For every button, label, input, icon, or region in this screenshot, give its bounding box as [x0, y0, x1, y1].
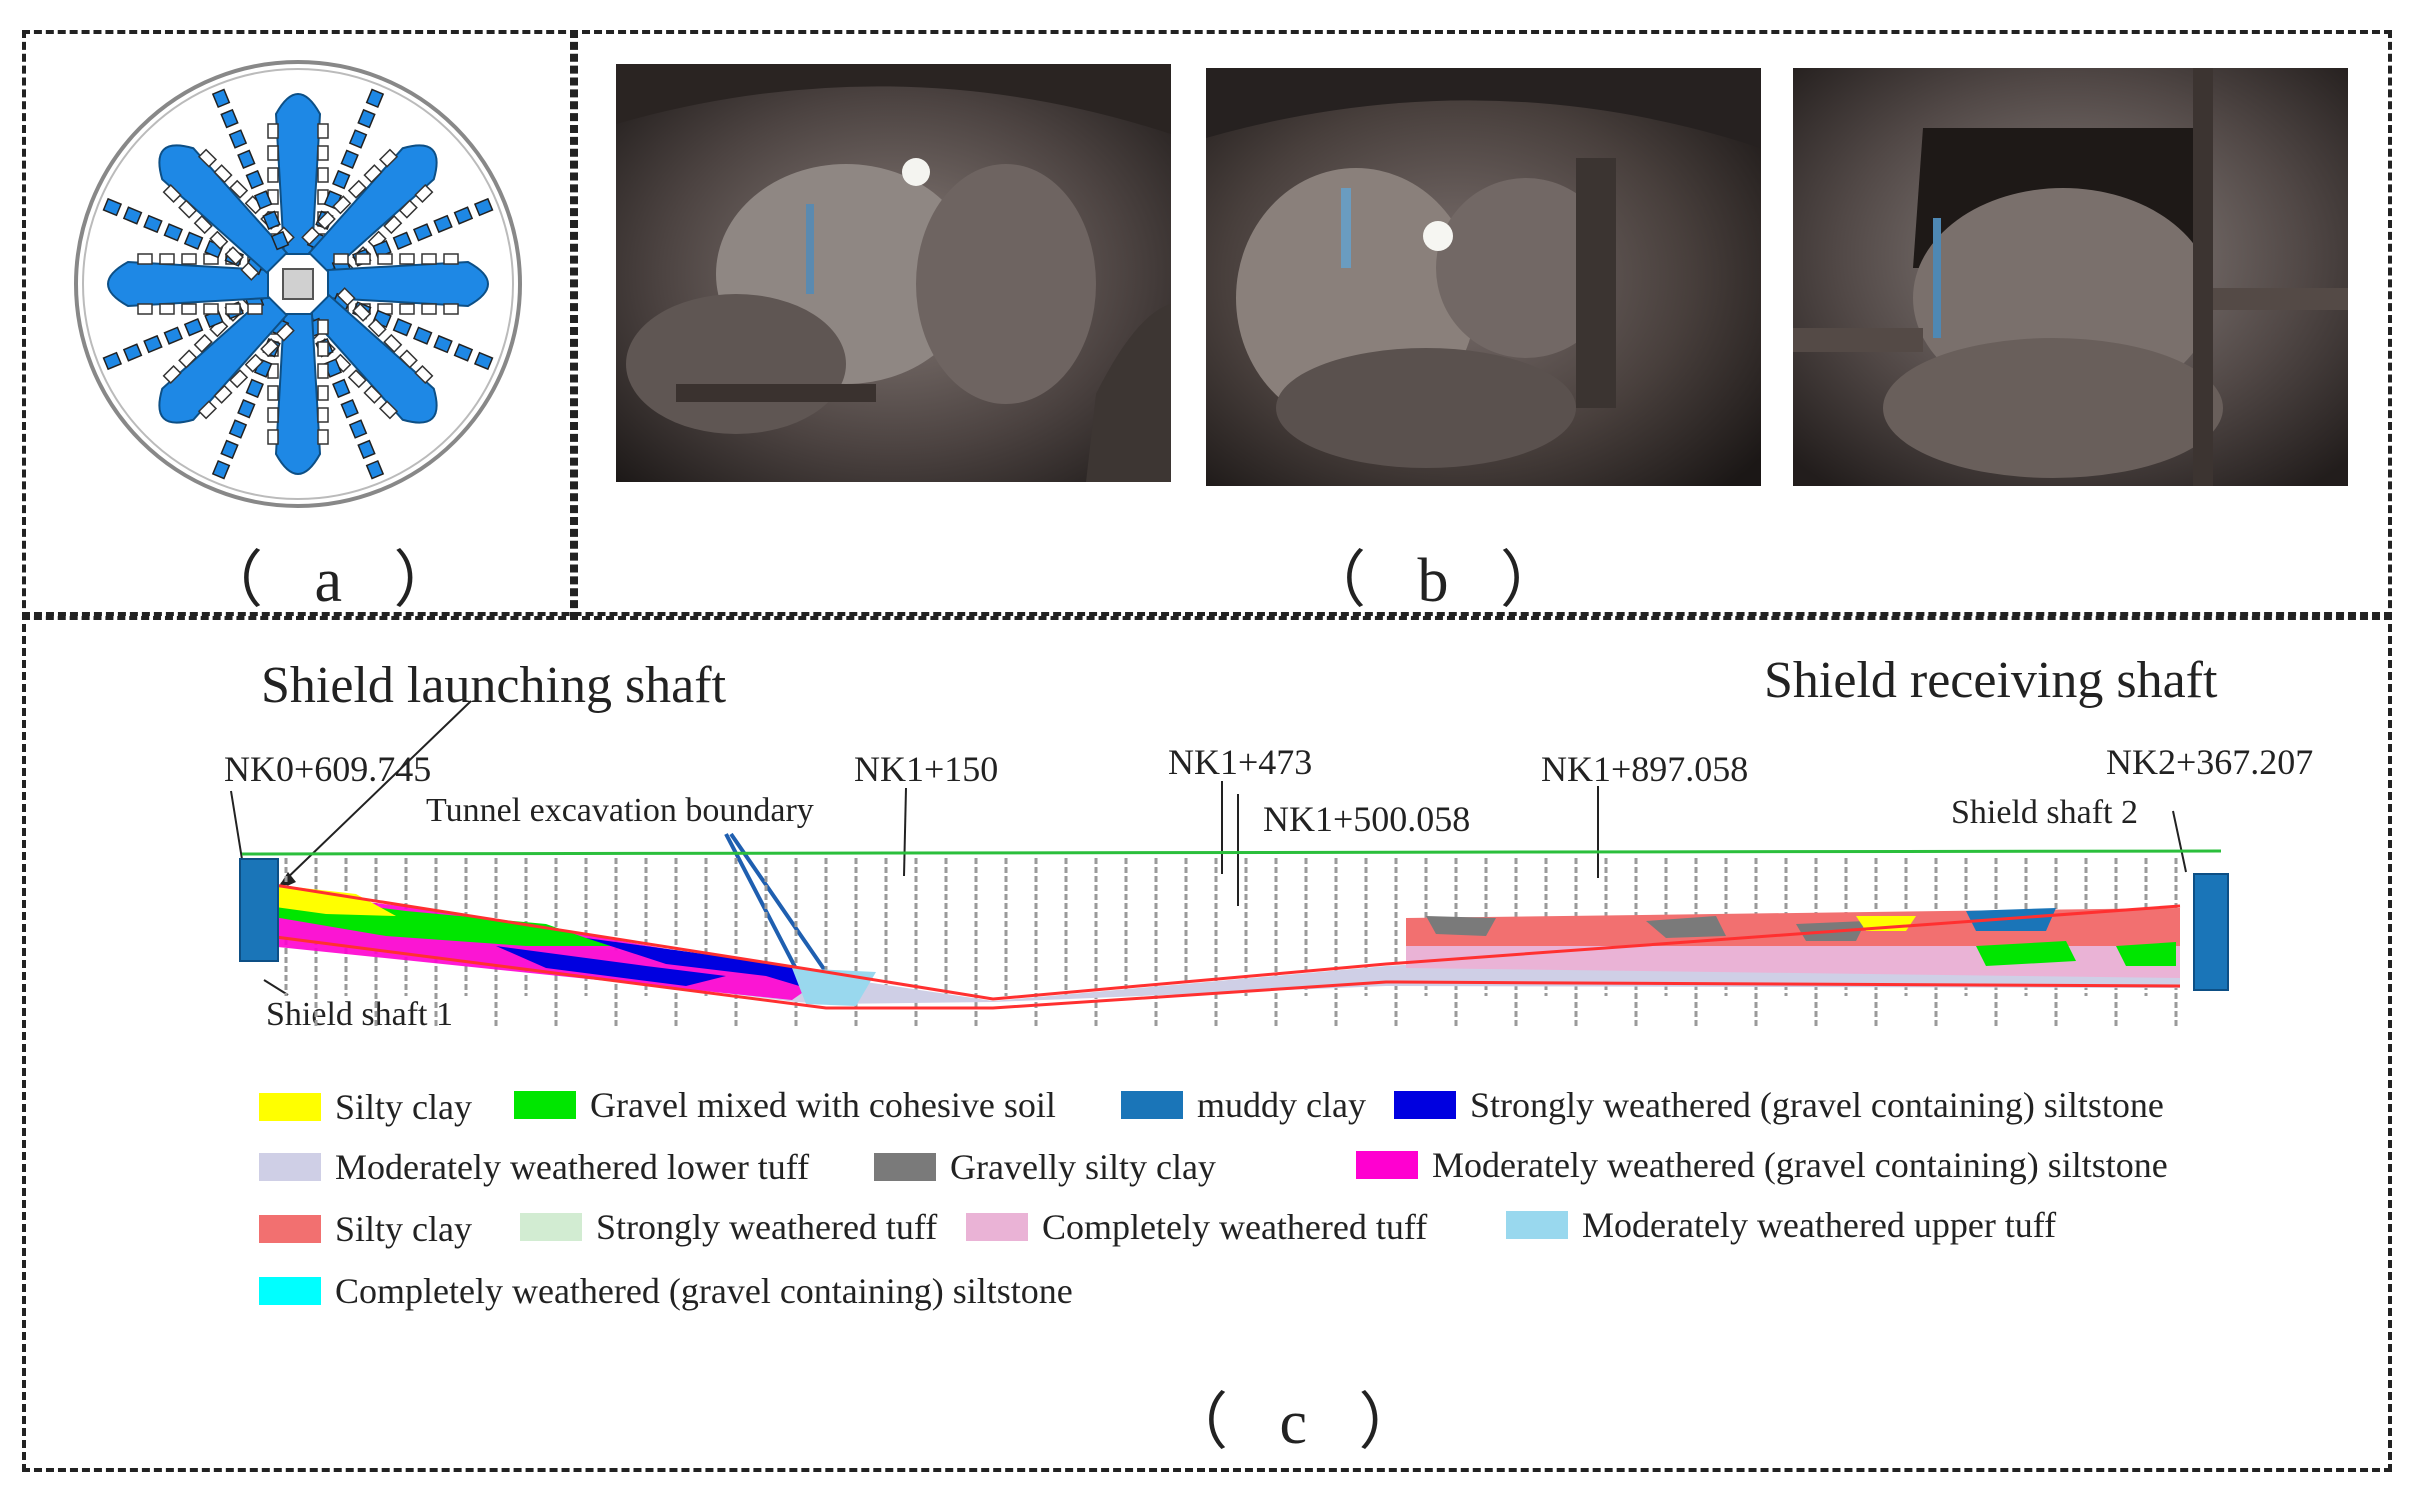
legend-label: Moderately weathered lower tuff	[335, 1147, 810, 1187]
launching-shaft-title: Shield launching shaft	[261, 657, 727, 714]
legend-label: Moderately weathered (gravel containing)…	[1432, 1145, 2168, 1185]
legend-item: Gravel mixed with cohesive soil	[514, 1084, 1056, 1126]
legend-swatch	[1121, 1091, 1183, 1119]
legend-swatch	[520, 1213, 582, 1241]
legend-label: Completely weathered tuff	[1042, 1207, 1428, 1247]
panel-a: （ a ）	[22, 30, 578, 620]
shield-shaft-1-label: Shield shaft 1	[266, 996, 453, 1033]
excavation-photo-1	[616, 64, 1171, 482]
station-nk0-609: NK0+609.745	[224, 749, 432, 789]
legend-label: Silty clay	[335, 1209, 472, 1249]
legend-item: Moderately weathered (gravel containing)…	[1356, 1144, 2168, 1186]
legend-swatch	[259, 1153, 321, 1181]
receiving-shaft-title: Shield receiving shaft	[1764, 652, 2218, 709]
station-nk1-473: NK1+473	[1168, 742, 1313, 782]
legend-swatch	[259, 1277, 321, 1305]
legend-swatch	[1506, 1211, 1568, 1239]
legend-swatch	[1356, 1151, 1418, 1179]
legend-swatch	[966, 1213, 1028, 1241]
excavation-photo-3	[1793, 68, 2348, 486]
legend-label: Moderately weathered upper tuff	[1582, 1205, 2057, 1245]
panel-a-label: （ a ）	[201, 547, 474, 615]
panel-c: Shield launching shaft Shield receiving …	[22, 612, 2392, 1472]
legend-item: Completely weathered (gravel containing)…	[259, 1270, 1073, 1312]
excavation-photo-2	[1206, 68, 1761, 486]
panel-b-label: （ b ）	[1304, 547, 1581, 615]
legend-label: Completely weathered (gravel containing)…	[335, 1271, 1073, 1311]
legend-item: muddy clay	[1121, 1084, 1366, 1126]
legend-label: Strongly weathered tuff	[596, 1207, 938, 1247]
shield-shaft-2	[2193, 873, 2229, 991]
shield-shaft-1	[239, 858, 279, 962]
legend-label: Silty clay	[335, 1087, 472, 1127]
legend-label: muddy clay	[1197, 1085, 1366, 1125]
legend-swatch	[259, 1093, 321, 1121]
legend-item: Moderately weathered upper tuff	[1506, 1204, 2056, 1246]
panel-b: （ b ）	[570, 30, 2392, 620]
station-nk1-500: NK1+500.058	[1263, 799, 1471, 839]
legend-label: Gravelly silty clay	[950, 1147, 1216, 1187]
cutter-spoke	[267, 313, 329, 475]
legend-item: Strongly weathered tuff	[520, 1206, 937, 1248]
panel-c-label: （ c ）	[1166, 1389, 1439, 1457]
legend-swatch	[259, 1215, 321, 1243]
station-nk2-367: NK2+367.207	[2106, 742, 2314, 782]
legend-item: Silty clay	[259, 1086, 472, 1128]
legend-item: Completely weathered tuff	[966, 1206, 1427, 1248]
legend-item: Silty clay	[259, 1208, 472, 1250]
legend-item: Moderately weathered lower tuff	[259, 1146, 809, 1188]
legend-item: Gravelly silty clay	[874, 1146, 1216, 1188]
legend-swatch	[1394, 1091, 1456, 1119]
cutterhead-diagram	[74, 60, 522, 508]
shield-shaft-2-label: Shield shaft 2	[1951, 794, 2138, 831]
station-nk1-150: NK1+150	[854, 749, 999, 789]
legend-swatch	[514, 1091, 576, 1119]
legend-label: Strongly weathered (gravel containing) s…	[1470, 1085, 2164, 1125]
legend-swatch	[874, 1153, 936, 1181]
legend-item: Strongly weathered (gravel containing) s…	[1394, 1084, 2164, 1126]
tunnel-boundary-note: Tunnel excavation boundary	[426, 792, 814, 829]
station-nk1-897: NK1+897.058	[1541, 749, 1749, 789]
legend-label: Gravel mixed with cohesive soil	[590, 1085, 1056, 1125]
